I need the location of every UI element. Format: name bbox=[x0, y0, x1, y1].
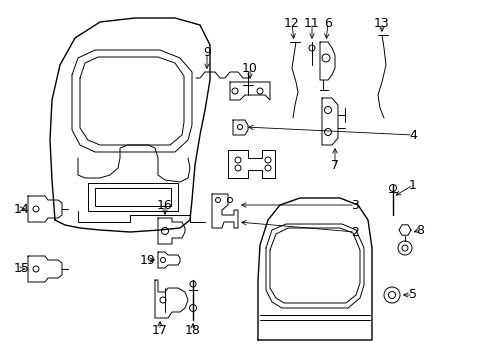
Text: 7: 7 bbox=[330, 158, 338, 171]
Bar bbox=[95, 188, 171, 206]
Text: 14: 14 bbox=[14, 202, 30, 216]
Text: 3: 3 bbox=[350, 198, 358, 212]
Text: 12: 12 bbox=[284, 17, 299, 30]
Text: 1: 1 bbox=[408, 179, 416, 192]
Text: 4: 4 bbox=[408, 129, 416, 141]
Text: 16: 16 bbox=[157, 198, 173, 212]
Text: 9: 9 bbox=[203, 45, 210, 59]
Bar bbox=[88, 183, 178, 211]
Text: 6: 6 bbox=[324, 17, 331, 30]
Text: 17: 17 bbox=[152, 324, 167, 337]
Text: 2: 2 bbox=[350, 225, 358, 239]
Text: 10: 10 bbox=[242, 62, 257, 75]
Text: 5: 5 bbox=[408, 288, 416, 302]
Text: 15: 15 bbox=[14, 262, 30, 275]
Text: 11: 11 bbox=[304, 17, 319, 30]
Text: 19: 19 bbox=[140, 253, 156, 266]
Text: 13: 13 bbox=[373, 17, 389, 30]
Text: 8: 8 bbox=[415, 224, 423, 237]
Text: 18: 18 bbox=[184, 324, 201, 337]
